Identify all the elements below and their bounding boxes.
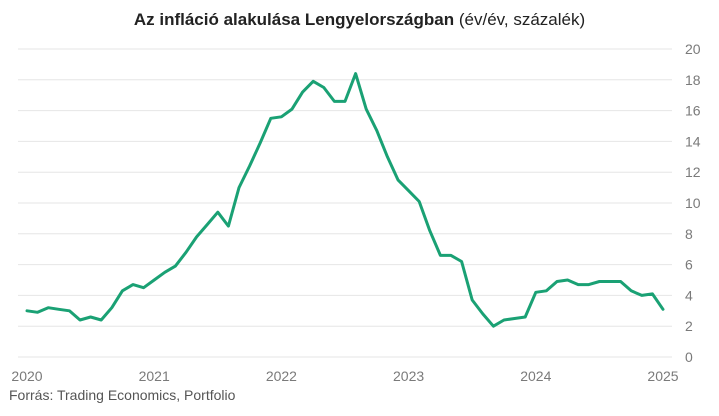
y-tick-label: 8 bbox=[685, 226, 693, 242]
y-tick-label: 14 bbox=[685, 133, 701, 149]
y-tick-label: 20 bbox=[685, 41, 701, 57]
x-tick-label-2020: 2020 bbox=[11, 368, 42, 384]
y-tick-label: 12 bbox=[685, 164, 701, 180]
y-tick-label: 10 bbox=[685, 195, 701, 211]
y-tick-label: 6 bbox=[685, 257, 693, 273]
series-line-inflation bbox=[25, 72, 665, 328]
grid-lines bbox=[18, 48, 672, 358]
source-note: Forrás: Trading Economics, Portfolio bbox=[9, 387, 236, 403]
x-tick-label-2024: 2024 bbox=[520, 368, 551, 384]
y-tick-label: 2 bbox=[685, 318, 693, 334]
x-tick-label-2022: 2022 bbox=[266, 368, 297, 384]
x-tick-label-2021: 2021 bbox=[139, 368, 170, 384]
series-layer bbox=[25, 72, 665, 328]
x-axis-ticks: 2020 2021 2022 2023 2024 2025 bbox=[11, 368, 678, 384]
y-axis-ticks: 0 2 4 6 8 10 12 14 16 18 20 bbox=[685, 41, 701, 365]
x-tick-label-2023: 2023 bbox=[393, 368, 424, 384]
y-tick-label: 16 bbox=[685, 103, 701, 119]
chart-title: Az infláció alakulása Lengyelországban (… bbox=[0, 7, 719, 33]
y-tick-label: 4 bbox=[685, 287, 693, 303]
chart-title-main: Az infláció alakulása Lengyelországban bbox=[133, 10, 455, 29]
y-tick-label: 18 bbox=[685, 72, 701, 88]
y-tick-label: 0 bbox=[685, 349, 693, 365]
chart-title-sub: (év/év, százalék) bbox=[458, 10, 586, 29]
x-tick-label-2025: 2025 bbox=[647, 368, 678, 384]
